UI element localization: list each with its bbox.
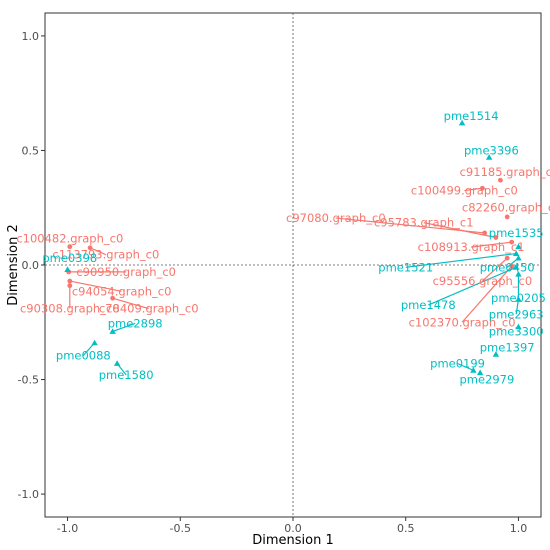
point-label: pme0088 — [56, 348, 111, 362]
y-tick-label: 0.0 — [22, 259, 40, 272]
point-label: pme1397 — [480, 340, 535, 354]
x-axis-ticks: -1.0 -0.5 0.0 0.5 1.0 — [57, 517, 527, 535]
data-point — [67, 278, 73, 284]
data-point — [498, 177, 503, 183]
label-segment — [457, 362, 474, 371]
data-point — [485, 154, 493, 160]
data-point — [479, 185, 485, 191]
data-point — [113, 360, 121, 366]
label-segment — [471, 241, 512, 248]
data-point — [470, 367, 477, 373]
label-segment — [461, 265, 513, 323]
data-point — [515, 270, 522, 277]
point-label: c95556.graph_c0 — [433, 274, 533, 288]
data-point — [109, 328, 116, 334]
x-axis-title: Dimension 1 — [252, 533, 334, 548]
point-label: pme3300 — [489, 324, 544, 338]
data-point — [67, 283, 73, 289]
data-point — [515, 323, 522, 330]
y-axis-ticks: -1.0 -0.5 0.0 0.5 1.0 — [18, 30, 45, 501]
point-label: c102370.graph_c0 — [409, 315, 516, 329]
label-segment — [428, 266, 517, 306]
data-point — [458, 119, 466, 126]
point-label: c91185.graph_c0 — [460, 165, 550, 179]
point-label: c108913.graph_c1 — [418, 240, 525, 254]
data-point — [509, 263, 515, 269]
y-axis-title: Dimension 2 — [6, 224, 21, 306]
point-label: pme0398 — [42, 251, 97, 265]
point-label: c97080.graph_c0 — [286, 211, 386, 225]
data-point — [476, 369, 484, 376]
y-tick-label: -0.5 — [18, 374, 39, 387]
point-labels: c100482.graph_c0 c113793.graph_c0 c90950.g… — [16, 109, 550, 386]
label-segment — [515, 299, 520, 315]
data-point — [87, 245, 93, 251]
y-tick-label: 0.5 — [22, 144, 40, 157]
label-segment — [405, 252, 517, 268]
point-label: c94054.graph_c0 — [72, 284, 172, 298]
point-label: pme0205 — [491, 291, 546, 305]
data-point — [64, 266, 71, 272]
data-point — [513, 264, 520, 270]
label-segment — [112, 297, 149, 310]
data-point — [482, 230, 488, 236]
point-label: pme3396 — [464, 143, 519, 157]
label-segment — [69, 280, 122, 292]
point-label: c78409.graph_c0 — [99, 302, 199, 316]
label-segment — [112, 322, 136, 333]
data-point — [515, 243, 522, 250]
point-label: c82260.graph_c0 — [462, 201, 550, 215]
y-tick-label: -1.0 — [18, 488, 39, 501]
point-markers — [64, 119, 522, 376]
point-label: pme1514 — [444, 109, 499, 123]
data-point — [504, 255, 510, 261]
data-point — [492, 351, 500, 357]
point-label: pme2979 — [459, 373, 514, 387]
point-label: c90308.graph_c0 — [20, 302, 120, 316]
x-tick-label: 0.5 — [397, 522, 415, 535]
plot-panel: c100482.graph_c0 c113793.graph_c0 c90950.g… — [16, 12, 550, 518]
label-segment — [481, 257, 508, 282]
point-label: c113793.graph_c0 — [52, 248, 159, 262]
point-label: pme1535 — [489, 226, 544, 240]
point-label: c100482.graph_c0 — [16, 232, 123, 246]
label-segment — [89, 247, 107, 256]
point-label: c95783.graph_c1 — [374, 216, 474, 230]
point-label: pme0450 — [480, 260, 535, 274]
x-tick-label: 1.0 — [510, 522, 528, 535]
data-point — [513, 250, 520, 256]
point-label: pme0199 — [430, 357, 485, 371]
point-label: c90950.graph_c0 — [76, 265, 176, 279]
data-point — [515, 296, 522, 302]
point-label: pme1478 — [401, 298, 456, 312]
data-point — [110, 295, 116, 301]
point-label: pme1521 — [378, 260, 433, 274]
y-tick-label: 1.0 — [22, 30, 40, 43]
data-point — [509, 239, 515, 245]
data-point — [493, 235, 499, 240]
x-tick-label: -0.5 — [170, 522, 191, 535]
point-label: pme2963 — [489, 307, 544, 321]
point-label: pme2898 — [108, 316, 163, 330]
x-tick-label: -1.0 — [57, 522, 78, 535]
data-point — [515, 254, 522, 261]
label-segment — [464, 187, 483, 192]
data-point — [67, 244, 73, 250]
data-point — [91, 339, 98, 346]
data-point — [504, 214, 510, 220]
point-label: c100499.graph_c0 — [411, 184, 518, 198]
label-segments — [68, 187, 520, 376]
point-label: pme1580 — [99, 368, 154, 382]
x-tick-label: 0.0 — [284, 522, 302, 535]
